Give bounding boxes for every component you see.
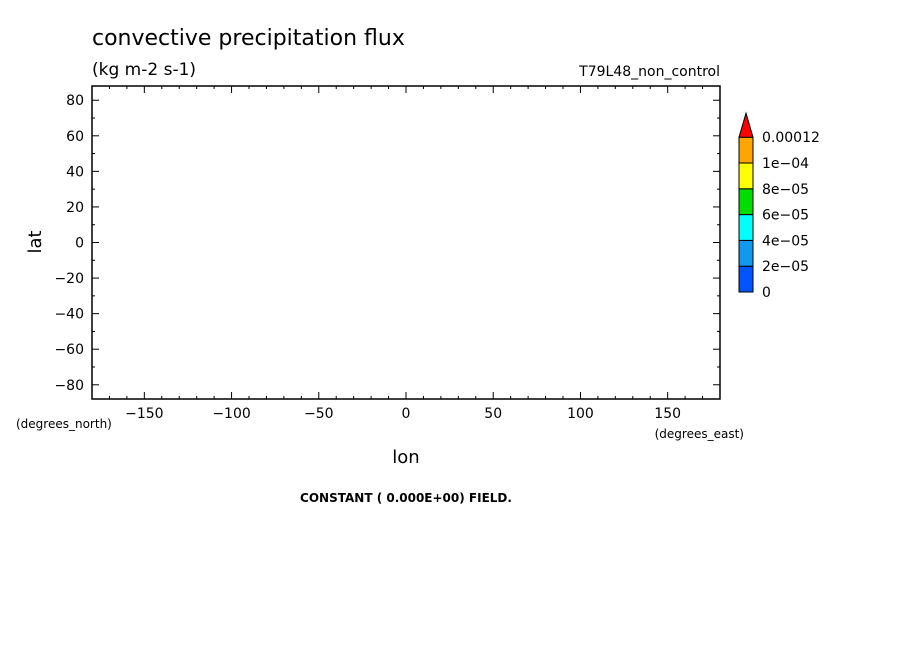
x-tick-labels: −150 −100 −50 0 50 100 150 <box>125 406 681 422</box>
x-tick-label: 150 <box>654 406 681 422</box>
colorbar: 0 2e−05 4e−05 6e−05 8e−05 1e−04 0.00012 <box>738 111 820 301</box>
x-tick-label: −150 <box>125 406 163 422</box>
y-tick-label: −80 <box>54 378 84 394</box>
colorbar-level-label: 6e−05 <box>762 208 809 224</box>
colorbar-segment <box>738 214 754 241</box>
y-tick-label: −40 <box>54 307 84 323</box>
y-tick-label: 80 <box>66 93 84 109</box>
colorbar-level-label: 4e−05 <box>762 233 809 249</box>
x-tick-label: 50 <box>484 406 502 422</box>
y-tick-label: −60 <box>54 342 84 358</box>
axis-ticks <box>91 86 721 399</box>
plot-area <box>91 85 721 400</box>
colorbar-segment <box>738 188 754 216</box>
colorbar-segment <box>738 239 754 267</box>
x-tick-label: −50 <box>304 406 334 422</box>
x-tick-label: 0 <box>402 406 411 422</box>
y-tick-label: 60 <box>66 129 84 145</box>
colorbar-level-label: 0 <box>762 285 771 301</box>
dataset-label: T79L48_non_control <box>578 64 720 80</box>
colorbar-overflow-triangle <box>738 111 754 138</box>
colorbar-segment <box>738 136 754 164</box>
y-tick-label: 40 <box>66 164 84 180</box>
y-tick-labels: 80 60 40 20 0 −20 −40 −60 −80 <box>54 93 84 394</box>
constant-field-note: CONSTANT ( 0.000E+00) FIELD. <box>300 491 512 505</box>
x-tick-label: −100 <box>212 406 250 422</box>
y-tick-label: −20 <box>54 271 84 287</box>
y-tick-label: 20 <box>66 200 84 216</box>
colorbar-segment <box>738 162 754 190</box>
x-tick-label: 100 <box>567 406 594 422</box>
y-axis-label: lat <box>25 230 46 253</box>
x-units-label: (degrees_east) <box>655 427 744 441</box>
colorbar-level-label: 2e−05 <box>762 259 809 275</box>
y-tick-label: 0 <box>75 236 84 252</box>
y-units-label: (degrees_north) <box>16 417 112 431</box>
x-axis-label: lon <box>392 447 419 468</box>
colorbar-segment <box>738 265 754 293</box>
colorbar-level-label: 1e−04 <box>762 156 809 172</box>
chart-units: (kg m-2 s-1) <box>92 60 196 80</box>
colorbar-level-label: 8e−05 <box>762 182 809 198</box>
chart-title: convective precipitation flux <box>92 26 405 51</box>
colorbar-level-label: 0.00012 <box>762 130 820 146</box>
